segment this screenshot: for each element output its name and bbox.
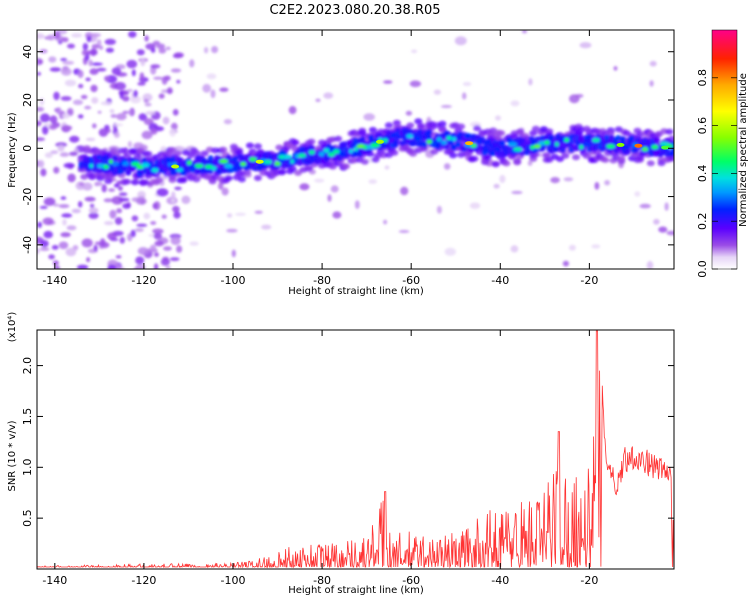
x-tick-label: -20	[580, 274, 598, 287]
x-tick-label: -60	[402, 574, 420, 587]
x-tick-label: -80	[313, 574, 331, 587]
spectrogram-x-axis-label: Height of straight line (km)	[288, 286, 424, 297]
colorbar-tick-label: 0.8	[696, 69, 709, 87]
x-tick-label: -140	[42, 274, 67, 287]
snr-ticks: -140 -120 -100 -80 -60 -40 -20 0.5 1.0 1.5 2.0	[21, 330, 674, 587]
colorbar: 0.0 0.2 0.4 0.6 0.8 Normalized spectral ampl…	[696, 29, 749, 278]
spectrogram-frame	[36, 29, 675, 270]
snr-y-axis-label: SNR (10 * v/v)	[7, 420, 18, 491]
snr-x-axis-label: Height of straight line (km)	[288, 585, 424, 596]
colorbar-tick-label: 0.4	[696, 165, 709, 183]
y-tick-label: 2.0	[21, 357, 34, 375]
snr-frame	[36, 329, 675, 570]
x-tick-label: -100	[221, 274, 246, 287]
y-tick-label: -40	[21, 236, 34, 254]
y-tick-label: 0.5	[21, 509, 34, 527]
x-tick-label: -40	[491, 574, 509, 587]
snr-y-scale-label: (x10⁴)	[7, 312, 18, 343]
y-tick-label: 1.0	[21, 459, 34, 477]
x-tick-label: -80	[313, 274, 331, 287]
colorbar-tick-label: 0.2	[696, 212, 709, 230]
x-tick-label: -120	[131, 574, 156, 587]
colorbar-tick-label: 0.0	[696, 260, 709, 278]
y-tick-label: 20	[21, 93, 34, 107]
colorbar-gradient	[711, 29, 738, 270]
figure-title: C2E2.2023.080.20.38.R05	[269, 3, 440, 18]
x-tick-label: -120	[131, 274, 156, 287]
spectrogram-y-axis-label: Frequency (Hz)	[7, 112, 18, 188]
x-tick-label: -140	[42, 574, 67, 587]
x-tick-label: -60	[402, 274, 420, 287]
y-tick-label: 0	[21, 145, 34, 152]
spectrogram-ticks: -140 -120 -100 -80 -60 -40 -20 -40 -20 0 20 40	[21, 30, 674, 287]
y-tick-label: 1.5	[21, 408, 34, 426]
snr-series-line	[37, 330, 674, 569]
x-tick-label: -20	[580, 574, 598, 587]
x-tick-label: -100	[221, 574, 246, 587]
colorbar-tick-label: 0.6	[696, 117, 709, 135]
spectrogram-panel: -140 -120 -100 -80 -60 -40 -20 -40 -20 0 20 40 Heig…	[7, 29, 675, 297]
colorbar-label: Normalized spectral amplitude	[738, 73, 749, 227]
y-tick-label: 40	[21, 45, 34, 59]
x-tick-label: -40	[491, 274, 509, 287]
colorbar-ticks: 0.0 0.2 0.4 0.6 0.8	[696, 69, 737, 278]
spectrogram-heatmap	[37, 30, 674, 269]
snr-panel: -140 -120 -100 -80 -60 -40 -20 0.5 1.0 1.5 2.0 Hei…	[7, 312, 675, 596]
y-tick-label: -20	[21, 188, 34, 206]
